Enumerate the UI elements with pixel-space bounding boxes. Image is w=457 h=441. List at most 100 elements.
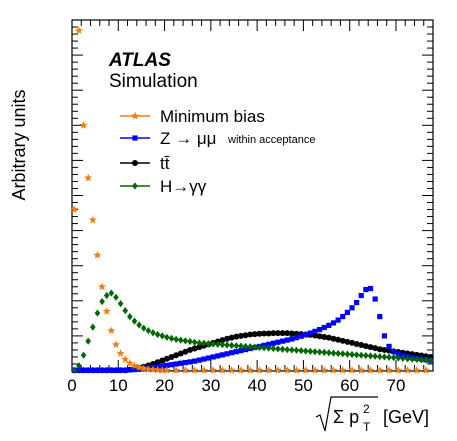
- x-tick-label: 0: [67, 376, 76, 395]
- point-minbias: [422, 366, 431, 374]
- point-minbias: [162, 366, 171, 374]
- point-ttbar: [247, 331, 254, 338]
- point-hgg: [113, 293, 119, 301]
- point-hgg: [358, 351, 365, 359]
- x-tick-labels: 0 10 20 30 40 50 60 70: [67, 376, 405, 395]
- point-minbias: [88, 215, 97, 224]
- point-hgg: [349, 350, 355, 359]
- point-ttbar: [187, 346, 194, 353]
- point-minbias: [116, 349, 125, 357]
- point-hgg: [108, 289, 115, 297]
- point-hgg: [205, 340, 212, 348]
- point-zmumu: [307, 330, 313, 336]
- axis-ticks: [71, 19, 434, 372]
- point-zmumu: [205, 355, 212, 361]
- point-minbias: [283, 366, 292, 374]
- point-hgg: [404, 355, 411, 363]
- point-hgg: [381, 353, 388, 361]
- legend-label: H→γγ: [160, 177, 207, 196]
- point-hgg: [242, 342, 249, 351]
- point-ttbar: [177, 350, 184, 357]
- point-minbias: [93, 250, 102, 259]
- point-minbias: [144, 365, 153, 373]
- point-ttbar: [367, 344, 374, 351]
- point-zmumu: [210, 354, 216, 360]
- point-hgg: [159, 332, 166, 340]
- point-ttbar: [325, 334, 332, 341]
- point-ttbar: [256, 330, 263, 337]
- x-tick-label: 20: [155, 376, 174, 395]
- point-zmumu: [85, 367, 91, 373]
- point-hgg: [330, 349, 337, 357]
- point-zmumu: [108, 367, 114, 373]
- point-hgg: [182, 337, 189, 345]
- point-zmumu: [99, 367, 105, 373]
- point-minbias: [366, 366, 375, 374]
- point-zmumu: [275, 339, 281, 345]
- point-minbias: [135, 363, 144, 371]
- experiment-label: ATLAS: [108, 50, 171, 71]
- point-minbias: [218, 366, 227, 374]
- point-zmumu: [122, 367, 128, 373]
- point-zmumu: [229, 350, 235, 356]
- point-ttbar: [376, 346, 383, 353]
- point-zmumu: [395, 351, 401, 357]
- point-hgg: [127, 312, 133, 321]
- point-ttbar: [339, 337, 346, 344]
- x-tick-label: 50: [294, 376, 313, 395]
- point-minbias: [70, 205, 79, 213]
- point-hgg: [395, 354, 402, 362]
- point-ttbar: [372, 345, 379, 352]
- point-zmumu: [164, 362, 170, 368]
- legend-label: tt̄: [160, 154, 170, 173]
- point-hgg: [418, 356, 425, 364]
- point-ttbar: [182, 348, 189, 355]
- point-zmumu: [377, 313, 383, 320]
- point-hgg: [76, 362, 82, 370]
- point-zmumu: [349, 305, 355, 311]
- point-hgg: [335, 349, 341, 358]
- legend-marker: [132, 160, 138, 166]
- point-ttbar: [321, 333, 328, 340]
- point-minbias: [121, 355, 130, 363]
- point-minbias: [181, 366, 190, 374]
- point-minbias: [74, 26, 83, 34]
- point-hgg: [201, 339, 207, 347]
- point-minbias: [79, 121, 88, 129]
- point-hgg: [136, 321, 142, 329]
- point-hgg: [228, 341, 235, 349]
- point-zmumu: [317, 326, 323, 333]
- point-ttbar: [219, 337, 226, 344]
- point-zmumu: [367, 285, 374, 292]
- point-ttbar: [196, 344, 203, 351]
- point-minbias: [149, 365, 157, 373]
- point-zmumu: [127, 367, 133, 373]
- point-ttbar: [265, 330, 272, 337]
- point-zmumu: [354, 299, 360, 306]
- point-ttbar: [224, 335, 231, 342]
- sqrt-symbol: [315, 396, 378, 432]
- point-hgg: [150, 329, 156, 337]
- point-minbias: [84, 173, 93, 182]
- point-hgg: [376, 353, 383, 361]
- x-tick-label: 30: [201, 376, 220, 395]
- legend-note: within acceptance: [227, 134, 315, 146]
- point-hgg: [344, 350, 351, 358]
- point-hgg: [390, 354, 397, 362]
- point-hgg: [80, 351, 87, 359]
- point-ttbar: [163, 355, 170, 362]
- point-hgg: [238, 342, 244, 350]
- point-ttbar: [274, 330, 281, 337]
- point-ttbar: [316, 333, 323, 340]
- point-hgg: [122, 307, 129, 315]
- point-ttbar: [261, 330, 268, 337]
- point-hgg: [423, 356, 429, 364]
- legend-entry-ttbar: tt̄: [120, 154, 170, 173]
- point-minbias: [236, 366, 245, 374]
- point-zmumu: [372, 296, 378, 302]
- point-hgg: [214, 340, 221, 348]
- point-zmumu: [284, 337, 290, 343]
- point-zmumu: [104, 367, 110, 373]
- data-points: [70, 26, 434, 374]
